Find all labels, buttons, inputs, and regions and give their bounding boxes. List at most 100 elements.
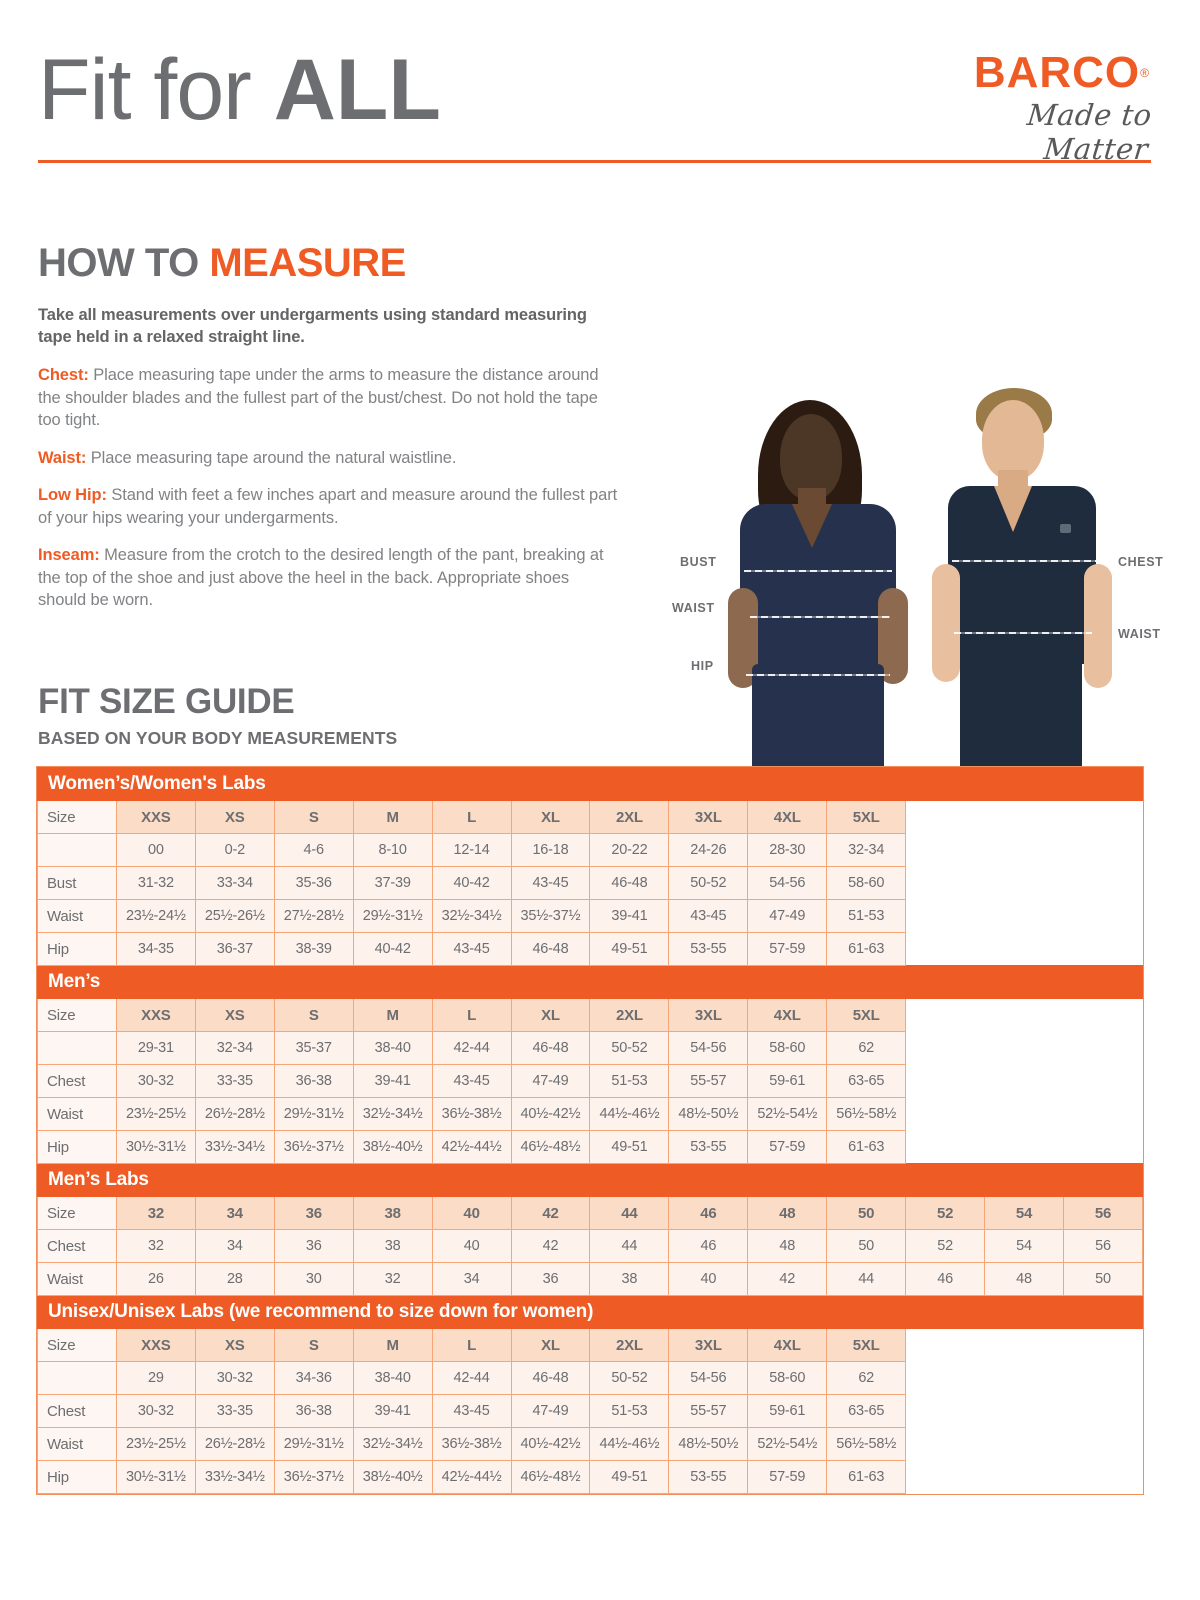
male-waist-tape: [954, 632, 1092, 634]
measurement-cell: 46½-48½: [510, 1460, 591, 1494]
numeric-size-cell: 29-31: [115, 1031, 196, 1065]
measurement-cell: 42: [747, 1262, 828, 1296]
page-header: Fit for ALL BARCO® Made to Matter: [38, 42, 1154, 166]
size-header-cell: 4XL: [747, 1328, 828, 1362]
numeric-row-label: [37, 1361, 117, 1395]
measurement-cell: 38½-40½: [352, 1460, 433, 1494]
measure-item-chest-label: Chest:: [38, 366, 89, 384]
measurement-cell: 50-52: [668, 866, 749, 900]
measurement-cell: 32½-34½: [352, 1097, 433, 1131]
table-band-row: Unisex/Unisex Labs (we recommend to size…: [37, 1295, 1143, 1329]
table-size-header-row: Size XXS XS S M L XL 2XL 3XL 4XL 5XL: [37, 800, 1143, 834]
table-band-label: Men’s: [48, 971, 101, 992]
how-to-measure-section: HOW TO MEASURE Take all measurements ove…: [38, 240, 618, 627]
size-header-cell: 2XL: [589, 1328, 670, 1362]
measurement-cell: 55-57: [668, 1064, 749, 1098]
numeric-size-cell: 42-44: [431, 1031, 512, 1065]
size-header-cell: 2XL: [589, 800, 670, 834]
heading-plain: HOW TO: [38, 241, 210, 285]
table-row: Waist 23½-25½ 26½-28½ 29½-31½ 32½-34½ 36½-38½…: [37, 1427, 1143, 1461]
size-row-label: Size: [37, 1328, 117, 1362]
measurement-cell: 46: [668, 1229, 749, 1263]
measurement-cell: 51-53: [589, 1064, 670, 1098]
fit-size-guide-subheading: BASED ON YOUR BODY MEASUREMENTS: [38, 728, 398, 748]
size-header-cell: XS: [194, 800, 275, 834]
measurement-cell: 48½-50½: [668, 1427, 749, 1461]
measurement-cell: 27½-28½: [273, 899, 354, 933]
measurement-row-label: Bust: [37, 866, 117, 900]
measurement-cell: 63-65: [826, 1064, 907, 1098]
label-waist-female: WAIST: [672, 601, 715, 615]
size-header-cell: 4XL: [747, 800, 828, 834]
measure-item-waist-text: Place measuring tape around the natural …: [90, 448, 457, 467]
numeric-size-cell: 46-48: [510, 1361, 591, 1395]
measurement-cell: 29½-31½: [273, 1097, 354, 1131]
measurement-cell: 34: [194, 1229, 275, 1263]
measurement-cell: 23½-25½: [115, 1097, 196, 1131]
table-row: Chest 30-32 33-35 36-38 39-41 43-45 47-49 51-53…: [37, 1394, 1143, 1428]
measurement-cell: 49-51: [589, 1130, 670, 1164]
table-band-cell: Men’s: [37, 965, 1143, 999]
measurement-row-label: Waist: [37, 1427, 117, 1461]
table-band-cell: Unisex/Unisex Labs (we recommend to size…: [37, 1295, 1143, 1329]
measurement-cell: 25½-26½: [194, 899, 275, 933]
numeric-size-cell: 38-40: [352, 1361, 433, 1395]
size-header-cell: 3XL: [668, 800, 749, 834]
measure-item-low-hip: Low Hip: Stand with feet a few inches ap…: [38, 484, 618, 529]
size-header-cell: XL: [510, 800, 591, 834]
measurement-cell: 51-53: [589, 1394, 670, 1428]
measurement-cell: 26½-28½: [194, 1427, 275, 1461]
measurement-row-label: Waist: [37, 1097, 117, 1131]
measurement-row-label: Waist: [37, 1262, 117, 1296]
table-band-label: Women’s/Women's Labs: [48, 773, 266, 794]
fit-size-guide-section: FIT SIZE GUIDE BASED ON YOUR BODY MEASUR…: [38, 682, 1150, 749]
measurement-cell: 46-48: [510, 932, 591, 966]
header-divider: [38, 160, 1151, 163]
table-size-header-row: Size 32 34 36 38 40 42 44 46 48 50 52 54 56: [37, 1196, 1144, 1230]
numeric-size-cell: 00: [115, 833, 196, 867]
size-header-cell: 36: [273, 1196, 354, 1230]
size-header-cell: XS: [194, 1328, 275, 1362]
measurement-cell: 61-63: [826, 1460, 907, 1494]
measurement-row-label: Chest: [37, 1064, 117, 1098]
measurement-cell: 35-36: [273, 866, 354, 900]
measurement-cell: 59-61: [747, 1064, 828, 1098]
measurement-cell: 40: [668, 1262, 749, 1296]
male-model-figure: [924, 382, 1120, 782]
female-bust-tape: [744, 570, 892, 572]
female-model-figure: [722, 392, 922, 782]
size-header-cell: L: [431, 800, 512, 834]
measurement-row-label: Chest: [37, 1229, 117, 1263]
measurement-cell: 47-49: [747, 899, 828, 933]
table-row: Hip 30½-31½ 33½-34½ 36½-37½ 38½-40½ 42½-44½ 46…: [37, 1130, 1143, 1164]
numeric-size-cell: 24-26: [668, 833, 749, 867]
measurement-cell: 44: [589, 1229, 670, 1263]
measurement-cell: 40½-42½: [510, 1097, 591, 1131]
size-header-cell: XXS: [115, 800, 196, 834]
size-header-cell: 50: [826, 1196, 907, 1230]
measurement-cell: 29½-31½: [352, 899, 433, 933]
measurement-cell: 33-35: [194, 1064, 275, 1098]
male-scrub-top: [948, 486, 1096, 664]
size-header-cell: 44: [589, 1196, 670, 1230]
numeric-size-cell: 62: [826, 1361, 907, 1395]
measurement-cell: 46½-48½: [510, 1130, 591, 1164]
label-hip: HIP: [691, 659, 714, 673]
measurement-cell: 38: [589, 1262, 670, 1296]
measure-item-waist: Waist: Place measuring tape around the n…: [38, 447, 618, 470]
size-row-label: Size: [37, 1196, 117, 1230]
measurement-cell: 42: [510, 1229, 591, 1263]
numeric-size-cell: 34-36: [273, 1361, 354, 1395]
size-chart-table: Women’s/Women's Labs Size XXS XS S M L XL 2XL 3XL…: [37, 767, 1144, 1494]
measurement-row-label: Waist: [37, 899, 117, 933]
size-header-cell: 2XL: [589, 998, 670, 1032]
size-header-cell: XL: [510, 1328, 591, 1362]
label-bust: BUST: [680, 555, 717, 569]
measurement-cell: 36½-37½: [273, 1130, 354, 1164]
size-header-cell: 40: [431, 1196, 512, 1230]
numeric-size-cell: 4-6: [273, 833, 354, 867]
measurement-cell: 43-45: [431, 1394, 512, 1428]
male-chest-tape: [952, 560, 1096, 562]
brand-name: BARCO®: [920, 50, 1150, 96]
